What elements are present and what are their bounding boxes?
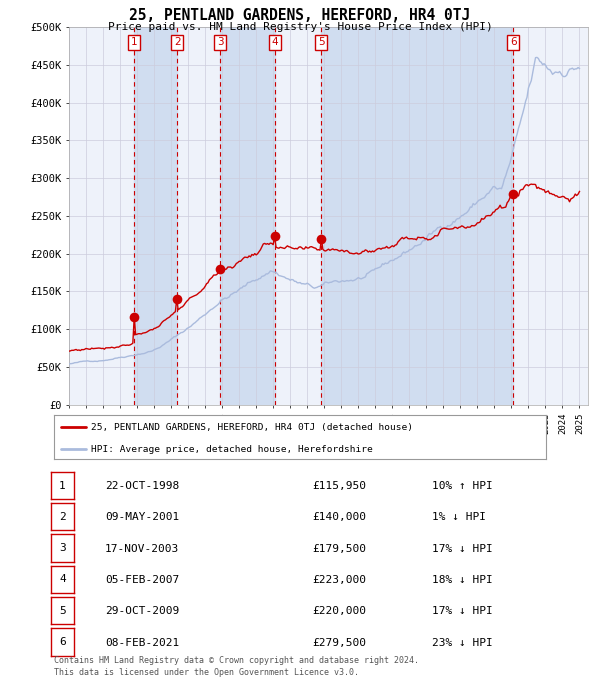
Text: 2: 2 xyxy=(174,37,181,48)
Text: 22-OCT-1998: 22-OCT-1998 xyxy=(105,481,179,491)
Text: 18% ↓ HPI: 18% ↓ HPI xyxy=(432,575,493,585)
Text: HPI: Average price, detached house, Herefordshire: HPI: Average price, detached house, Here… xyxy=(91,445,373,454)
Text: 5: 5 xyxy=(59,606,66,615)
Text: £223,000: £223,000 xyxy=(312,575,366,585)
Text: 2: 2 xyxy=(59,512,66,522)
Text: £115,950: £115,950 xyxy=(312,481,366,491)
Text: 6: 6 xyxy=(59,637,66,647)
Text: £140,000: £140,000 xyxy=(312,513,366,522)
Text: 4: 4 xyxy=(59,575,66,584)
Text: Price paid vs. HM Land Registry's House Price Index (HPI): Price paid vs. HM Land Registry's House … xyxy=(107,22,493,32)
Bar xyxy=(134,27,177,405)
Text: 6: 6 xyxy=(510,37,517,48)
Text: 23% ↓ HPI: 23% ↓ HPI xyxy=(432,638,493,647)
Text: £279,500: £279,500 xyxy=(312,638,366,647)
Text: 1: 1 xyxy=(59,481,66,490)
Text: 25, PENTLAND GARDENS, HEREFORD, HR4 0TJ: 25, PENTLAND GARDENS, HEREFORD, HR4 0TJ xyxy=(130,8,470,23)
Text: This data is licensed under the Open Government Licence v3.0.: This data is licensed under the Open Gov… xyxy=(54,668,359,677)
Text: 1% ↓ HPI: 1% ↓ HPI xyxy=(432,513,486,522)
Bar xyxy=(322,27,513,405)
Text: 17% ↓ HPI: 17% ↓ HPI xyxy=(432,544,493,554)
Text: £220,000: £220,000 xyxy=(312,607,366,616)
Text: 08-FEB-2021: 08-FEB-2021 xyxy=(105,638,179,647)
Text: 29-OCT-2009: 29-OCT-2009 xyxy=(105,607,179,616)
Text: 25, PENTLAND GARDENS, HEREFORD, HR4 0TJ (detached house): 25, PENTLAND GARDENS, HEREFORD, HR4 0TJ … xyxy=(91,423,413,432)
Text: 05-FEB-2007: 05-FEB-2007 xyxy=(105,575,179,585)
Text: 5: 5 xyxy=(318,37,325,48)
Text: £179,500: £179,500 xyxy=(312,544,366,554)
Text: 3: 3 xyxy=(217,37,223,48)
Text: 3: 3 xyxy=(59,543,66,553)
Text: 17% ↓ HPI: 17% ↓ HPI xyxy=(432,607,493,616)
Text: 09-MAY-2001: 09-MAY-2001 xyxy=(105,513,179,522)
Text: 17-NOV-2003: 17-NOV-2003 xyxy=(105,544,179,554)
Text: 4: 4 xyxy=(272,37,278,48)
Text: Contains HM Land Registry data © Crown copyright and database right 2024.: Contains HM Land Registry data © Crown c… xyxy=(54,656,419,665)
Text: 10% ↑ HPI: 10% ↑ HPI xyxy=(432,481,493,491)
Text: 1: 1 xyxy=(130,37,137,48)
Bar xyxy=(220,27,275,405)
